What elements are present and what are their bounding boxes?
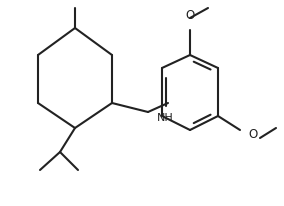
Text: O: O bbox=[248, 129, 257, 142]
Text: O: O bbox=[185, 9, 195, 22]
Text: NH: NH bbox=[157, 113, 174, 123]
